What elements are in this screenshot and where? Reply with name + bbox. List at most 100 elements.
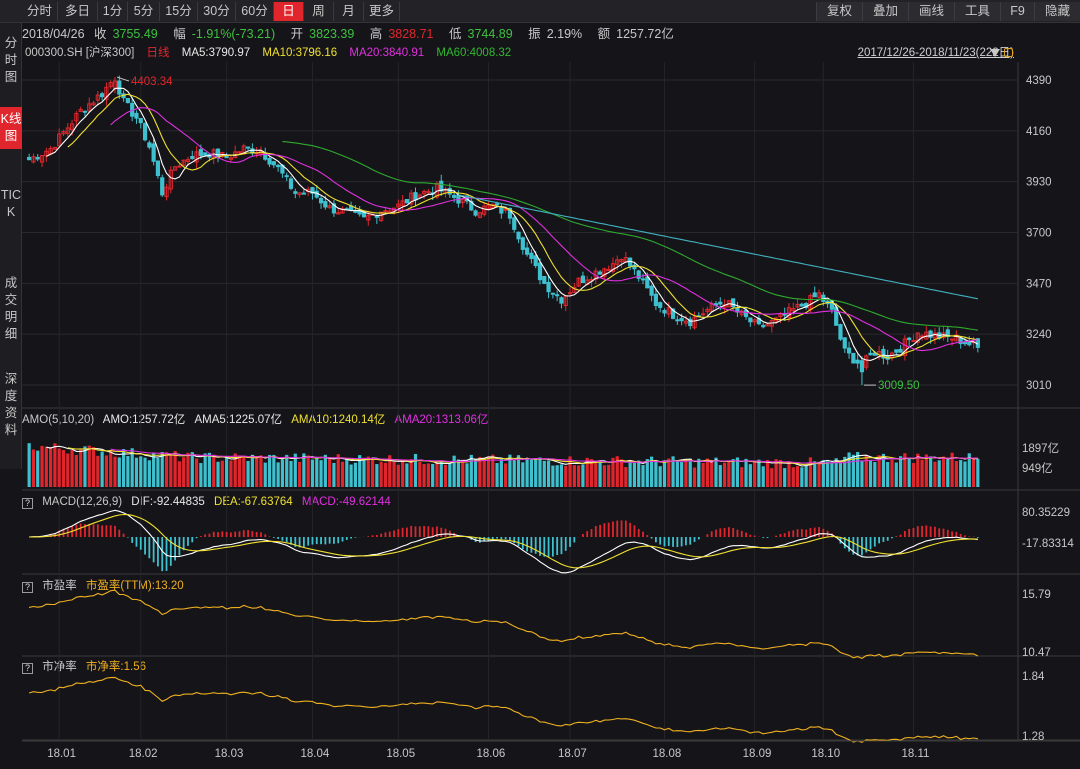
ma5-label: MA5:3790.97 — [181, 47, 251, 59]
tool-button-3[interactable]: 工具 — [954, 2, 1000, 21]
macd-name: MACD(12,26,9) — [42, 496, 123, 508]
candle-body — [194, 151, 199, 163]
volume-bar — [121, 449, 126, 487]
tool-button-5[interactable]: 隐藏 — [1034, 2, 1080, 21]
volume-bar — [722, 462, 727, 487]
volume-bar — [594, 461, 598, 487]
volume-bar — [83, 446, 87, 487]
range-dropdown-icon[interactable] — [990, 49, 1000, 57]
volume-legend: AMO(5,10,20) AMO:1257.72亿 AMA5:1225.07亿 … — [22, 412, 494, 428]
period-tab-5[interactable]: 30分 — [198, 2, 236, 21]
lock-icon[interactable] — [1004, 48, 1013, 57]
candle-body — [520, 237, 525, 250]
volume-bar — [66, 453, 70, 487]
left-nav-item-2[interactable]: TICK — [0, 188, 22, 219]
period-tab-9[interactable]: 月 — [334, 2, 364, 21]
x-tick-label: 18.08 — [652, 748, 681, 760]
candle-body — [666, 307, 671, 315]
candle-body — [864, 355, 869, 368]
left-nav-item-3[interactable]: 成交明细 — [4, 276, 18, 341]
candle-body — [69, 123, 75, 131]
y-tick-label: 3930 — [1026, 177, 1052, 189]
amount-value: 1257.72亿 — [616, 27, 674, 41]
candle-body — [417, 194, 422, 198]
ama20-line — [110, 448, 978, 464]
ma10-label: MA10:3796.16 — [262, 47, 338, 59]
candle-body — [477, 212, 482, 218]
period-tab-6[interactable]: 60分 — [236, 2, 274, 21]
candle-body — [82, 110, 88, 113]
ma60-label: MA60:4008.32 — [436, 47, 512, 59]
candle-body — [855, 359, 860, 364]
volume-bar — [787, 461, 791, 487]
volume-bar — [607, 464, 611, 487]
volume-bar — [967, 453, 971, 487]
candle-body — [748, 317, 753, 323]
candle-body — [662, 310, 667, 314]
volume-bar — [976, 458, 980, 487]
pb-y-tick: 1.84 — [1022, 671, 1045, 683]
volume-bar — [443, 464, 448, 487]
left-nav-item-4[interactable]: 深度资料 — [4, 372, 18, 437]
volume-bar — [405, 463, 409, 487]
candle-body — [301, 192, 306, 195]
tool-button-4[interactable]: F9 — [1000, 2, 1034, 21]
candle-body — [812, 292, 817, 298]
candle-body — [310, 187, 315, 194]
help-icon[interactable]: ? — [22, 582, 33, 593]
candle-body — [250, 148, 255, 154]
pe-y-tick: 15.79 — [1022, 589, 1051, 601]
y-tick-label: 4160 — [1026, 126, 1052, 138]
volume-bar — [783, 468, 787, 487]
pe-line — [28, 589, 979, 660]
candle-body — [958, 338, 963, 345]
low-value: 3744.89 — [467, 27, 513, 41]
period-tab-3[interactable]: 5分 — [128, 2, 160, 21]
volume-bar — [851, 454, 855, 487]
date-range-link[interactable]: 2017/12/26-2018/11/23(222日) — [857, 47, 1014, 59]
volume-y-tick: 949亿 — [1022, 462, 1053, 475]
help-icon[interactable]: ? — [22, 498, 33, 509]
period-tab-0[interactable]: 分时 — [22, 2, 58, 21]
candle-body — [838, 324, 843, 340]
candle-body — [507, 207, 513, 219]
tool-button-2[interactable]: 画线 — [908, 2, 954, 21]
volume-y-tick: 1897亿 — [1022, 442, 1059, 455]
candle-body — [919, 335, 925, 338]
amplitude-value: 2.19% — [546, 27, 583, 41]
left-nav-item-1[interactable]: K线图 — [0, 107, 22, 149]
tool-button-1[interactable]: 叠加 — [862, 2, 908, 21]
candle-body — [649, 285, 654, 296]
volume-bar — [795, 466, 800, 487]
volume-bar — [297, 461, 302, 487]
left-nav-item-0[interactable]: 分时图 — [4, 36, 18, 84]
amo-name: AMO(5,10,20) — [22, 414, 95, 426]
tool-button-0[interactable]: 复权 — [816, 2, 862, 21]
period-tab-8[interactable]: 周 — [304, 2, 334, 21]
candle-body — [387, 210, 392, 213]
candle-body — [499, 206, 504, 214]
candle-body — [898, 348, 903, 353]
period-tab-4[interactable]: 15分 — [160, 2, 198, 21]
volume-bar — [710, 461, 714, 487]
period-tab-7[interactable]: 日 — [274, 2, 304, 21]
volume-bar — [705, 458, 710, 487]
volume-bar — [903, 453, 907, 487]
candle-body — [396, 203, 401, 208]
volume-bar — [435, 463, 439, 487]
volume-bar — [340, 461, 345, 487]
help-icon[interactable]: ? — [22, 663, 33, 674]
volume-bar — [491, 454, 495, 487]
candle-body — [718, 301, 723, 305]
volume-bar — [302, 453, 306, 487]
y-tick-label: 3470 — [1026, 278, 1052, 290]
candle-body — [615, 259, 620, 265]
period-tab-1[interactable]: 多日 — [58, 2, 98, 21]
period-tab-10[interactable]: 更多 — [364, 2, 400, 21]
volume-bar — [100, 451, 104, 487]
close-label: 收 — [94, 27, 107, 41]
period-tab-2[interactable]: 1分 — [98, 2, 128, 21]
volume-bar — [680, 462, 684, 487]
volume-bar — [937, 460, 941, 487]
